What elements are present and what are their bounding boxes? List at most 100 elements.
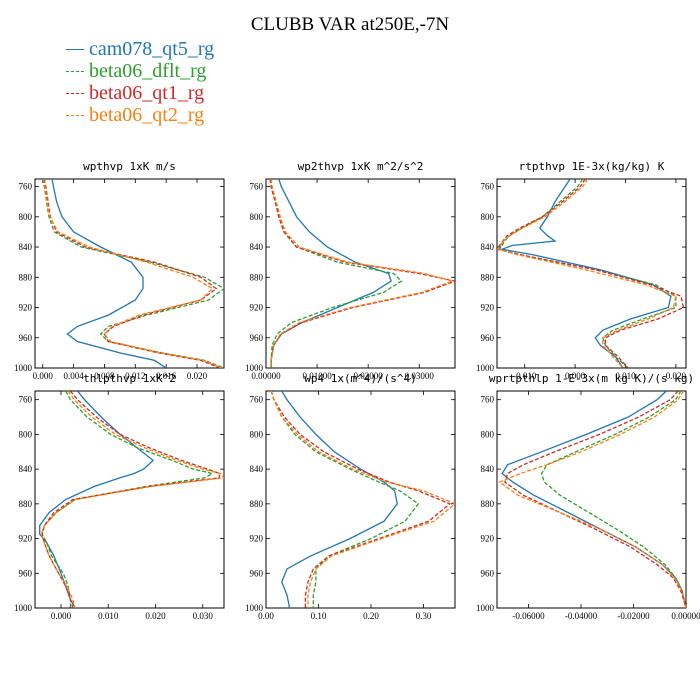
x-tick-label: 0.012 [125, 371, 145, 381]
panel-2: wp2thvp 1xK m^2/s^2 760 800 840 880 920 960 100… [245, 160, 456, 381]
legend-swatch [66, 114, 84, 116]
series-line-beta06_dflt_rg [270, 391, 420, 608]
y-tick-label: 840 [481, 464, 495, 474]
x-tick-label: 0.000 [51, 611, 72, 621]
y-tick-label: 1000 [476, 603, 495, 613]
series-line-beta06_dflt_rg [540, 391, 686, 608]
y-tick-label: 960 [481, 333, 495, 343]
x-tick-label: 0.000 [33, 371, 54, 381]
y-tick-label: 880 [19, 499, 33, 509]
series-group [269, 179, 455, 368]
series-line-cam078_qt5_rg [270, 179, 392, 368]
y-tick-label: 920 [19, 534, 33, 544]
series-line-beta06_dflt_rg [269, 179, 403, 368]
y-tick-label: 880 [250, 272, 264, 282]
x-tick-label: 0.010 [615, 371, 636, 381]
y-tick-label: 880 [19, 272, 33, 282]
x-tick-label: 0.03000 [405, 371, 435, 381]
legend-swatch [66, 70, 84, 72]
series-group [498, 391, 686, 608]
panel-title: wprtpthlp 1-E-3x(m kg K)/(s kg) [489, 372, 694, 385]
x-tick-label: 0.00 [258, 611, 274, 621]
y-tick-label: 840 [250, 242, 264, 252]
series-line-beta06_qt1_rg [504, 391, 686, 608]
plot-frame [34, 390, 225, 609]
y-tick-label: 960 [19, 568, 33, 578]
series-line-beta06_qt1_rg [269, 179, 455, 368]
series-line-beta06_qt2_rg [40, 391, 224, 608]
y-tick-label: 760 [481, 395, 495, 405]
y-tick-label: 880 [250, 499, 264, 509]
x-tick-label: 0.30 [416, 611, 432, 621]
panel-6: wprtpthlp 1-E-3x(m kg K)/(s kg) 760 800 840… [476, 372, 700, 621]
series-line-cam078_qt5_rg [501, 391, 686, 608]
series-line-cam078_qt5_rg [499, 179, 672, 368]
y-tick-label: 920 [250, 303, 264, 313]
panel-5: wp4 1x(m^4)/(s^4)76080084088092096010000… [245, 372, 456, 621]
panel-title: rtpthvp 1E-3x(kg/kg) K [519, 160, 665, 173]
series-line-beta06_qt1_rg [270, 391, 452, 608]
y-tick-label: 920 [481, 534, 495, 544]
legend-label: beta06_dflt_rg [89, 60, 207, 82]
y-tick-label: 840 [481, 242, 495, 252]
panel-1: wpthvp 1xK m/s76080084088092096010000.00… [14, 160, 225, 381]
legend-label: cam078_qt5_rg [89, 38, 215, 60]
legend-swatch [66, 48, 84, 50]
y-tick-label: 920 [19, 303, 33, 313]
plot-frame [496, 390, 687, 609]
series-line-beta06_qt2_rg [497, 179, 677, 368]
y-tick-label: 800 [250, 212, 264, 222]
x-tick-label: 0.004 [63, 371, 84, 381]
x-tick-label: 0.030 [193, 611, 214, 621]
series-line-beta06_dflt_rg [498, 179, 677, 368]
y-tick-label: 800 [481, 429, 495, 439]
y-tick-label: 760 [250, 182, 264, 192]
y-tick-label: 1000 [14, 603, 33, 613]
plot-frame [265, 178, 456, 369]
y-tick-label: 1000 [245, 363, 264, 373]
x-tick-label: -0.02000 [617, 611, 650, 621]
series-group [39, 391, 224, 608]
series-line-beta06_qt1_rg [41, 391, 220, 608]
plot-frame [265, 390, 456, 609]
series-line-beta06_dflt_rg [42, 179, 224, 368]
panel-3: rtpthvp 1E-3x(kg/kg) K 760 800 840 880 920 960… [476, 160, 687, 381]
y-tick-label: 920 [481, 303, 495, 313]
x-tick-label: 0.020 [145, 611, 166, 621]
y-tick-label: 800 [19, 429, 33, 439]
x-tick-label: 0.020 [187, 371, 208, 381]
series-group [497, 179, 685, 368]
y-tick-label: 760 [250, 395, 264, 405]
series-line-beta06_qt2_rg [498, 391, 686, 608]
y-tick-label: 760 [481, 182, 495, 192]
plot-frame [34, 178, 225, 369]
x-tick-label: 0.20 [363, 611, 379, 621]
panel-title: wpthvp 1xK m/s [83, 160, 176, 173]
y-tick-label: 760 [19, 395, 33, 405]
series-line-cam078_qt5_rg [39, 391, 155, 608]
series-line-beta06_qt1_rg [497, 179, 685, 368]
panel-title: thlpthvp 1xK^2 [83, 372, 176, 385]
x-tick-label: 0.00000 [671, 611, 700, 621]
y-tick-label: 840 [19, 242, 33, 252]
series-line-beta06_qt1_rg [43, 179, 221, 368]
series-line-beta06_qt2_rg [270, 179, 455, 368]
panel-title: wp2thvp 1xK m^2/s^2 [298, 160, 424, 173]
x-tick-label: 0.00000 [251, 371, 281, 381]
x-tick-label: 0.01000 [302, 371, 332, 381]
x-tick-label: -0.010 [513, 371, 537, 381]
y-tick-label: 800 [19, 212, 33, 222]
series-group [270, 391, 455, 608]
series-line-beta06_qt2_rg [270, 391, 455, 608]
y-tick-label: 920 [250, 534, 264, 544]
y-tick-label: 960 [481, 568, 495, 578]
x-tick-label: 0.016 [156, 371, 177, 381]
x-tick-label: 0.008 [94, 371, 115, 381]
y-tick-label: 800 [481, 212, 495, 222]
legend-item-beta06-qt1: beta06_qt1_rg [66, 82, 214, 104]
figure-title: CLUBB VAR at250E,-7N [250, 14, 450, 35]
x-tick-label: 0.02000 [354, 371, 384, 381]
series-line-beta06_dflt_rg [41, 391, 214, 608]
x-tick-label: 0.10 [311, 611, 327, 621]
